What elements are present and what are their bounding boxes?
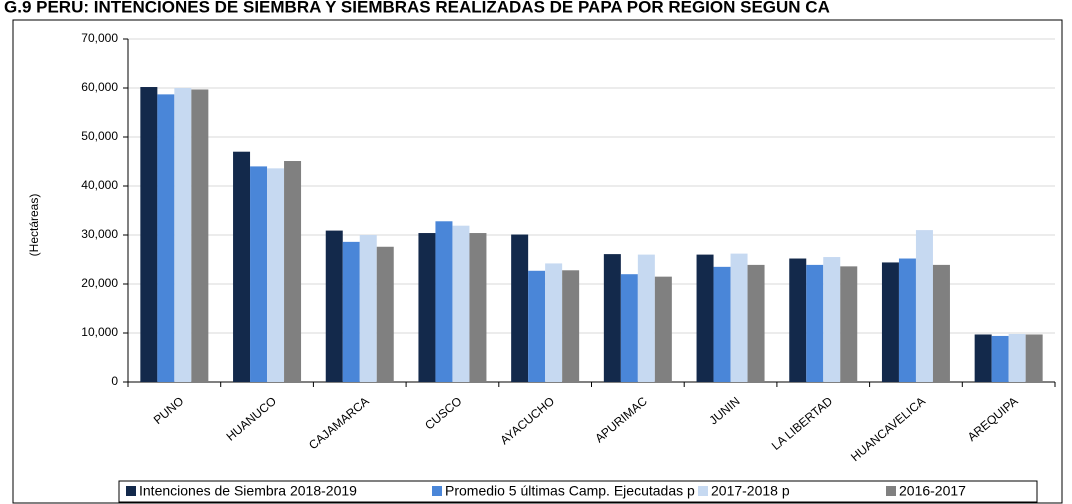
bar: [157, 94, 175, 383]
legend-label: Intenciones de Siembra 2018-2019: [139, 483, 357, 499]
bar: [840, 266, 858, 382]
bar: [915, 230, 933, 382]
y-tick-label: 10,000: [81, 325, 118, 339]
y-tick-label: 60,000: [81, 80, 118, 94]
x-tick-label: AREQUIPA: [965, 394, 1021, 444]
x-tick-label: HUANUCO: [224, 394, 279, 444]
chart-border: [12, 19, 1063, 504]
bar: [806, 264, 824, 382]
y-tick-label: 50,000: [81, 129, 118, 143]
bar: [359, 235, 377, 382]
bar: [1008, 333, 1026, 382]
bar: [823, 257, 841, 382]
bar: [562, 270, 580, 382]
bar: [376, 246, 394, 382]
x-tick-label: CUSCO: [422, 394, 464, 433]
legend-label: 2017-2018 p: [711, 483, 790, 499]
x-tick-label: PUNO: [151, 394, 187, 427]
bar: [469, 233, 487, 382]
x-tick-label: APURIMAC: [592, 394, 650, 446]
bar: [898, 258, 916, 382]
bar: [932, 264, 950, 382]
bar: [747, 264, 765, 382]
chart-title: G.9 PERÚ: INTENCIONES DE SIEMBRA Y SIEMB…: [4, 0, 830, 16]
bar: [654, 276, 672, 382]
x-tick-label: JUNIN: [706, 394, 742, 427]
y-tick-label: 30,000: [81, 227, 118, 241]
bar: [1025, 334, 1043, 382]
bar: [974, 334, 992, 382]
bar: [174, 88, 192, 382]
bar: [789, 258, 807, 382]
legend-swatch: [126, 486, 136, 496]
bar: [284, 161, 302, 382]
bar: [545, 263, 563, 382]
bar: [140, 87, 158, 383]
bar: [191, 89, 209, 382]
bar: [603, 254, 621, 382]
legend-swatch: [432, 486, 442, 496]
bar: [528, 270, 546, 382]
x-tick-label: HUANCAVELICA: [848, 394, 928, 464]
legend-box: [118, 480, 1038, 503]
bar: [730, 253, 748, 382]
bar: [637, 254, 655, 382]
bar: [418, 233, 436, 382]
bar: [511, 234, 529, 382]
y-tick-label: 70,000: [81, 31, 118, 45]
y-axis-label: (Hectáreas): [27, 194, 41, 257]
legend-label: Promedio 5 últimas Camp. Ejecutadas p: [445, 483, 695, 499]
bar: [342, 241, 360, 382]
x-tick-label: LA LIBERTAD: [769, 394, 836, 453]
legend-label: 2016-2017: [899, 483, 966, 499]
bar: [696, 254, 714, 382]
bar: [233, 151, 251, 382]
bar: [435, 221, 453, 382]
legend-swatch: [698, 486, 708, 496]
bar: [452, 225, 470, 382]
bar: [991, 335, 1009, 382]
bar: [713, 266, 731, 382]
bar: [250, 166, 268, 382]
bar: [267, 168, 285, 382]
legend-swatch: [886, 486, 896, 496]
x-tick-label: CAJAMARCA: [306, 394, 372, 452]
bar: [881, 262, 899, 382]
y-tick-label: 40,000: [81, 178, 118, 192]
bar: [325, 230, 343, 382]
y-tick-label: 20,000: [81, 276, 118, 290]
bar: [620, 274, 638, 382]
y-tick-label: 0: [111, 374, 118, 388]
x-tick-label: AYACUCHO: [497, 394, 557, 447]
